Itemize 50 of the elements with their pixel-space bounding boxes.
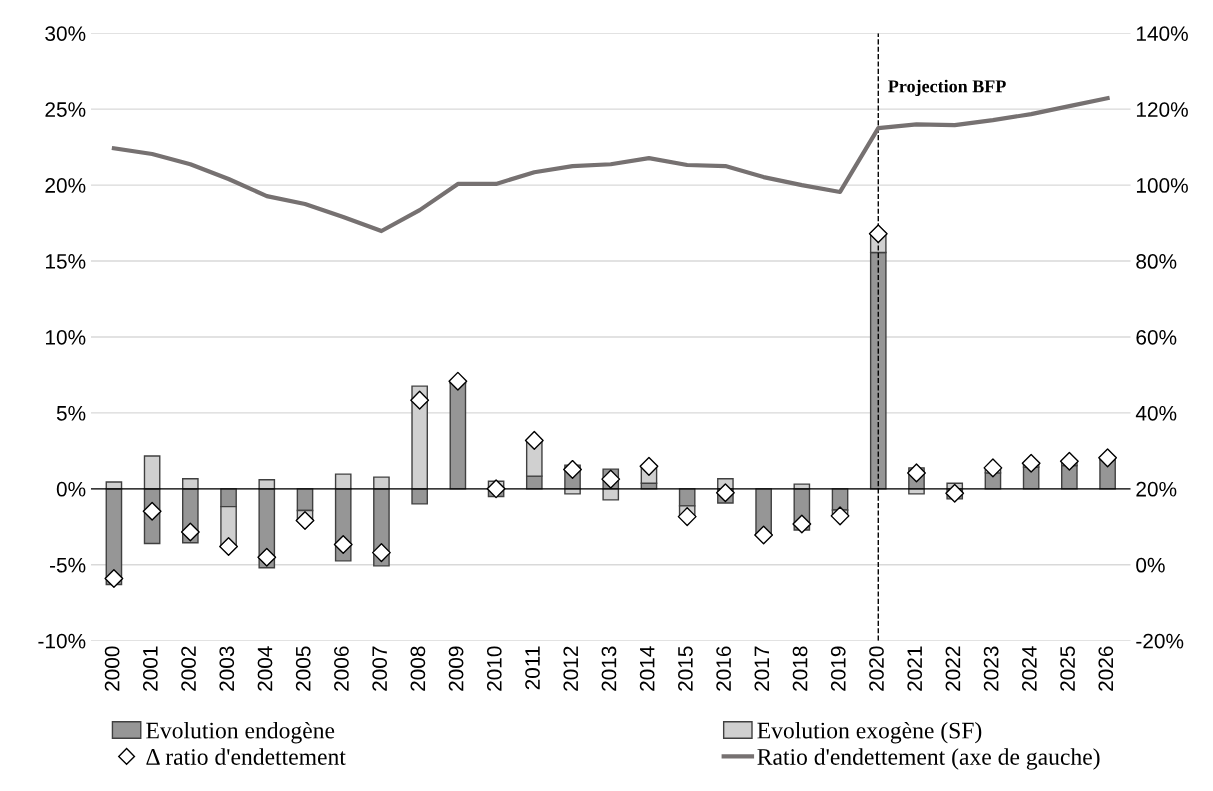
y-tick-label: 20% <box>45 178 86 193</box>
legend-label: Δ ratio d'endettement <box>146 748 346 765</box>
x-tick-label: 2017 <box>754 646 770 691</box>
x-tick-label: 2025 <box>1060 646 1075 691</box>
y2-tick-label: 40% <box>1135 405 1177 421</box>
y-tick-label: -10% <box>38 633 86 649</box>
x-tick-label: 2009 <box>448 646 464 691</box>
x-tick-label: 2000 <box>104 646 120 691</box>
x-tick-label: 2005 <box>295 646 311 691</box>
y2-tick-label: 100% <box>1136 178 1188 193</box>
legend-label: Evolution endogène <box>146 721 335 744</box>
x-tick-label: 2012 <box>563 646 579 691</box>
y-tick-label: 30% <box>45 26 86 41</box>
y-tick-label: 15% <box>46 254 86 269</box>
x-tick-label: 2007 <box>372 646 388 691</box>
x-tick-label: 2024 <box>1021 646 1037 691</box>
y-tick-label: 5% <box>56 405 86 421</box>
ref-line-label: Projection BFP <box>888 79 1006 97</box>
x-tick-label: 2022 <box>945 646 961 691</box>
x-tick-label: 2016 <box>716 646 731 691</box>
x-tick-label: 2026 <box>1098 646 1114 691</box>
x-tick-label: 2019 <box>830 646 846 691</box>
y-tick-label: 10% <box>46 329 86 345</box>
y2-tick-label: 0% <box>1136 557 1165 573</box>
x-tick-label: 2001 <box>142 646 158 691</box>
legend-label: Ratio d'endettement (axe de gauche) <box>757 748 1100 770</box>
x-tick-label: 2018 <box>792 646 808 691</box>
x-tick-label: 2011 <box>525 646 540 690</box>
legend-label: Evolution exogène (SF) <box>757 721 982 744</box>
y2-tick-label: 120% <box>1136 102 1188 117</box>
x-tick-label: 2004 <box>257 646 273 691</box>
y-tick-label: 0% <box>56 481 86 497</box>
y-tick-label: 25% <box>45 102 86 117</box>
x-tick-label: 2008 <box>410 646 426 691</box>
y2-tick-label: -20% <box>1136 633 1184 649</box>
y2-tick-label: 60% <box>1136 329 1177 345</box>
y-tick-label: -5% <box>49 557 86 573</box>
x-tick-label: 2003 <box>219 646 235 691</box>
y2-tick-label: 140% <box>1136 26 1188 41</box>
x-tick-label: 2021 <box>907 646 923 691</box>
x-tick-label: 2013 <box>601 646 617 691</box>
x-tick-label: 2020 <box>869 646 884 691</box>
x-tick-label: 2023 <box>983 646 999 691</box>
x-tick-label: 2002 <box>181 646 196 691</box>
x-tick-label: 2010 <box>486 646 502 691</box>
y2-tick-label: 20% <box>1136 481 1177 497</box>
x-tick-label: 2014 <box>639 646 655 691</box>
x-tick-label: 2015 <box>678 646 693 691</box>
y2-tick-label: 80% <box>1136 254 1177 269</box>
x-tick-label: 2006 <box>334 646 349 691</box>
